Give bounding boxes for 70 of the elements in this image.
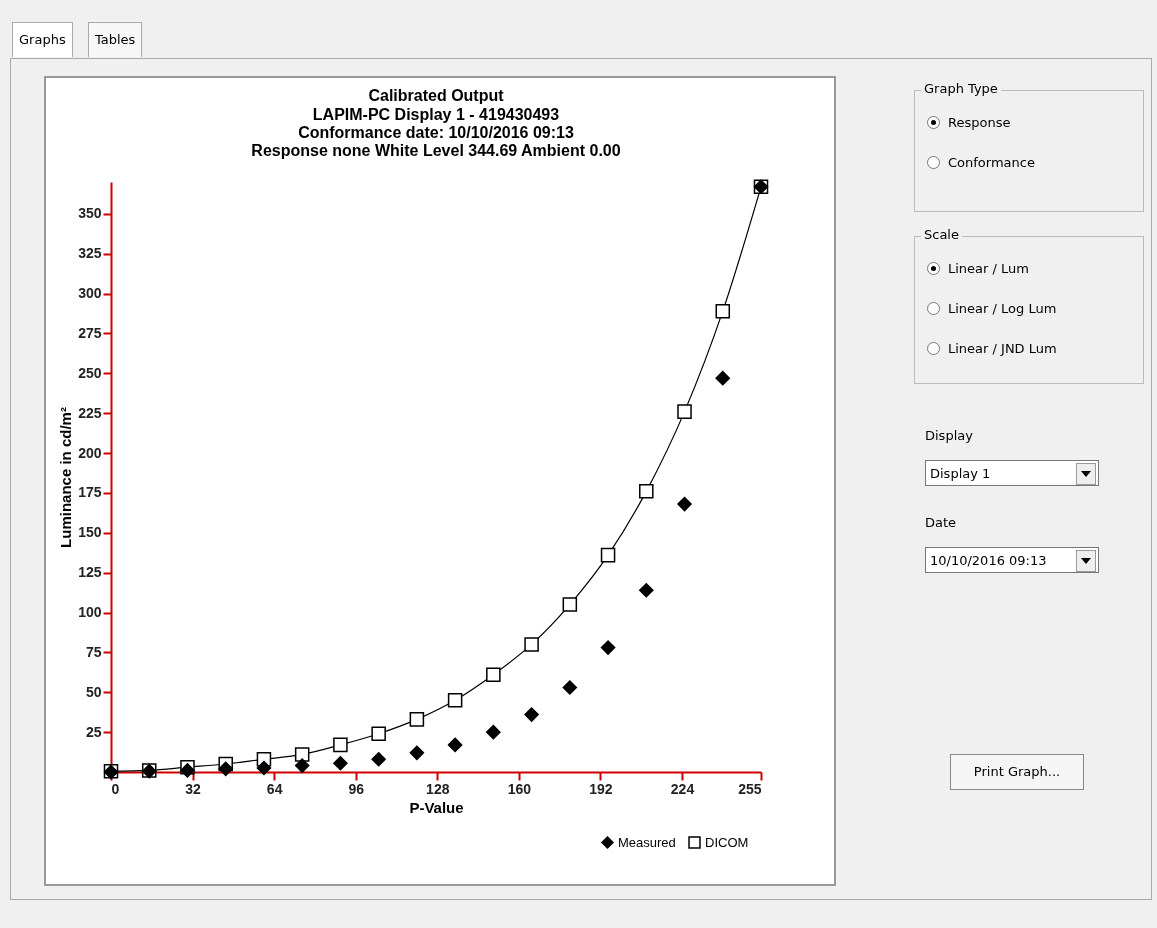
- text: 10/10/2016 09:13: [925, 547, 1099, 573]
- x-tick-label: 64: [266, 780, 283, 797]
- point: [600, 640, 616, 655]
- point: [447, 737, 463, 753]
- legend-label: Measured: [618, 834, 676, 850]
- x-tick-label: 96: [348, 780, 365, 797]
- point: [409, 745, 425, 761]
- y-tick-label: 100: [78, 604, 102, 621]
- text: Graphs: [12, 22, 73, 57]
- text: Conformance: [948, 155, 1035, 170]
- point: [715, 303, 731, 319]
- point: [371, 726, 386, 741]
- y-tick-label: 25: [85, 723, 102, 740]
- x-tick-label: 224: [670, 780, 695, 797]
- point: [600, 547, 616, 563]
- legend-label: DICOM: [705, 834, 749, 850]
- point: [639, 582, 654, 598]
- x-axis-title: P-Value: [409, 798, 464, 816]
- point: [524, 707, 539, 722]
- point: [639, 484, 654, 499]
- x-tick-label: 160: [507, 780, 532, 797]
- point: [333, 755, 348, 771]
- text: Print Graph...: [950, 754, 1084, 790]
- text: Linear / Log Lum: [948, 301, 1057, 316]
- point: [562, 680, 578, 695]
- y-tick-label: 325: [78, 245, 102, 262]
- point: [294, 747, 310, 762]
- y-tick-label: 250: [78, 364, 102, 381]
- text: Scale: [921, 227, 962, 242]
- y-tick-label: 350: [78, 205, 102, 222]
- point: [333, 737, 348, 753]
- text: Date: [925, 515, 957, 530]
- y-tick-label: 150: [78, 524, 102, 541]
- point: [294, 758, 310, 773]
- point: [256, 760, 272, 776]
- chart-subtitle: LAPIM-PC Display 1 - 419430493 Conformance date: 10/10/2016 09:13 Response none White Level 344.69 Ambient 0.00: [251, 106, 621, 160]
- point: [447, 692, 463, 708]
- text: Tables: [88, 22, 143, 57]
- point: [677, 404, 692, 419]
- point: [677, 496, 692, 512]
- y-tick-label: 300: [78, 285, 102, 302]
- y-tick-label: 225: [78, 404, 102, 421]
- text: Display 1: [925, 460, 1099, 486]
- y-tick-label: 275: [78, 324, 102, 341]
- y-tick-label: 75: [85, 643, 102, 660]
- point: [486, 667, 501, 682]
- text: Graph Type: [921, 81, 1001, 96]
- chart-title: Calibrated Output: [368, 87, 505, 105]
- point: [715, 370, 731, 386]
- y-tick-label: 200: [78, 444, 102, 461]
- x-tick-label: 0: [111, 780, 120, 797]
- x-tick-label: 32: [185, 780, 202, 797]
- point: [218, 761, 233, 777]
- text: Linear / Lum: [948, 261, 1029, 276]
- y-tick-label: 175: [78, 484, 102, 501]
- x-tick-label: 192: [589, 780, 613, 797]
- point: [562, 597, 578, 612]
- x-tick-label: 255: [738, 780, 762, 797]
- y-tick-label: 125: [78, 564, 102, 581]
- point: [409, 712, 425, 727]
- point: [486, 724, 501, 740]
- text: Linear / JND Lum: [948, 341, 1057, 356]
- point: [180, 763, 195, 778]
- text: Response: [948, 115, 1011, 130]
- x-tick-label: 128: [426, 780, 450, 797]
- y-tick-label: 50: [85, 683, 102, 700]
- point: [524, 637, 539, 652]
- y-axis-title: Luminance in cd/m²: [57, 407, 75, 548]
- text: Display: [925, 428, 973, 443]
- point: [371, 751, 386, 767]
